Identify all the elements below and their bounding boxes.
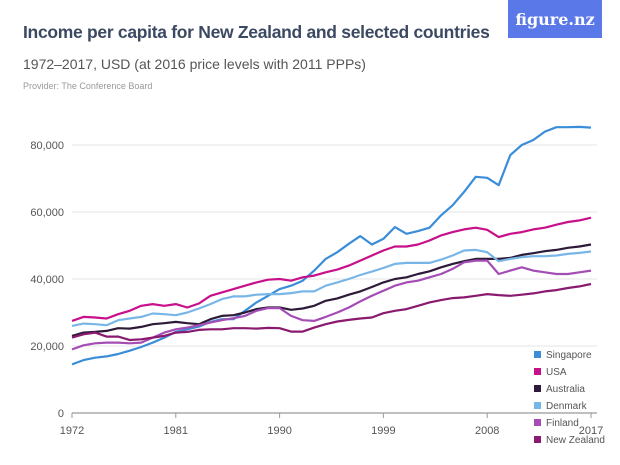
provider-note: Provider: The Conference Board (23, 81, 153, 91)
legend-swatch (534, 419, 541, 426)
x-tick-label: 1990 (267, 425, 291, 437)
legend-swatch (534, 351, 541, 358)
legend-label: Finland (546, 418, 579, 429)
legend-swatch (534, 368, 541, 375)
legend-label: New Zealand (546, 435, 605, 446)
x-tick-label: 1972 (60, 425, 84, 437)
legend-label: USA (546, 367, 567, 378)
series-line-usa (71, 216, 592, 322)
y-tick-label: 60,000 (30, 207, 64, 219)
x-tick-label: 1981 (164, 425, 188, 437)
y-tick-label: 40,000 (30, 274, 64, 286)
x-tick-label: 1999 (371, 425, 395, 437)
series-line-singapore (71, 125, 592, 366)
legend-swatch (534, 402, 541, 409)
legend-label: Denmark (546, 401, 588, 412)
y-tick-label: 80,000 (30, 140, 64, 152)
chart-title: Income per capita for New Zealand and se… (23, 22, 490, 42)
series-line-finland (71, 259, 592, 351)
series-line-denmark (71, 248, 592, 327)
series-line-australia (71, 243, 592, 337)
x-tick-label: 2017 (579, 425, 603, 437)
y-tick-label: 20,000 (30, 341, 64, 353)
legend-swatch (534, 385, 541, 392)
x-tick-label: 2008 (475, 425, 499, 437)
legend-label: Australia (546, 384, 585, 395)
legend-swatch (534, 436, 541, 443)
legend-label: Singapore (546, 350, 592, 361)
series-line-new-zealand (71, 282, 592, 342)
figure-nz-logo[interactable]: figure.nz (508, 0, 602, 38)
y-tick-label: 0 (58, 408, 64, 420)
chart-subtitle: 1972–2017, USD (at 2016 price levels wit… (23, 56, 366, 72)
